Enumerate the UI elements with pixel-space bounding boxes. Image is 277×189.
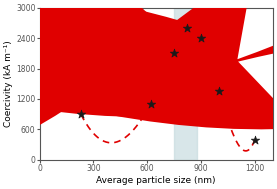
Point <box>79 113 83 116</box>
FancyArrowPatch shape <box>10 0 234 117</box>
Point <box>172 52 176 55</box>
Point <box>199 37 203 40</box>
Point <box>149 103 153 106</box>
FancyArrowPatch shape <box>78 0 277 129</box>
Bar <box>174 8 198 160</box>
X-axis label: Average particle size (nm): Average particle size (nm) <box>96 176 216 185</box>
FancyArrowPatch shape <box>0 0 180 149</box>
Point <box>184 26 189 29</box>
Point <box>217 90 221 93</box>
Y-axis label: Coercivity (kA m⁻¹): Coercivity (kA m⁻¹) <box>4 40 13 127</box>
Point <box>253 138 257 141</box>
